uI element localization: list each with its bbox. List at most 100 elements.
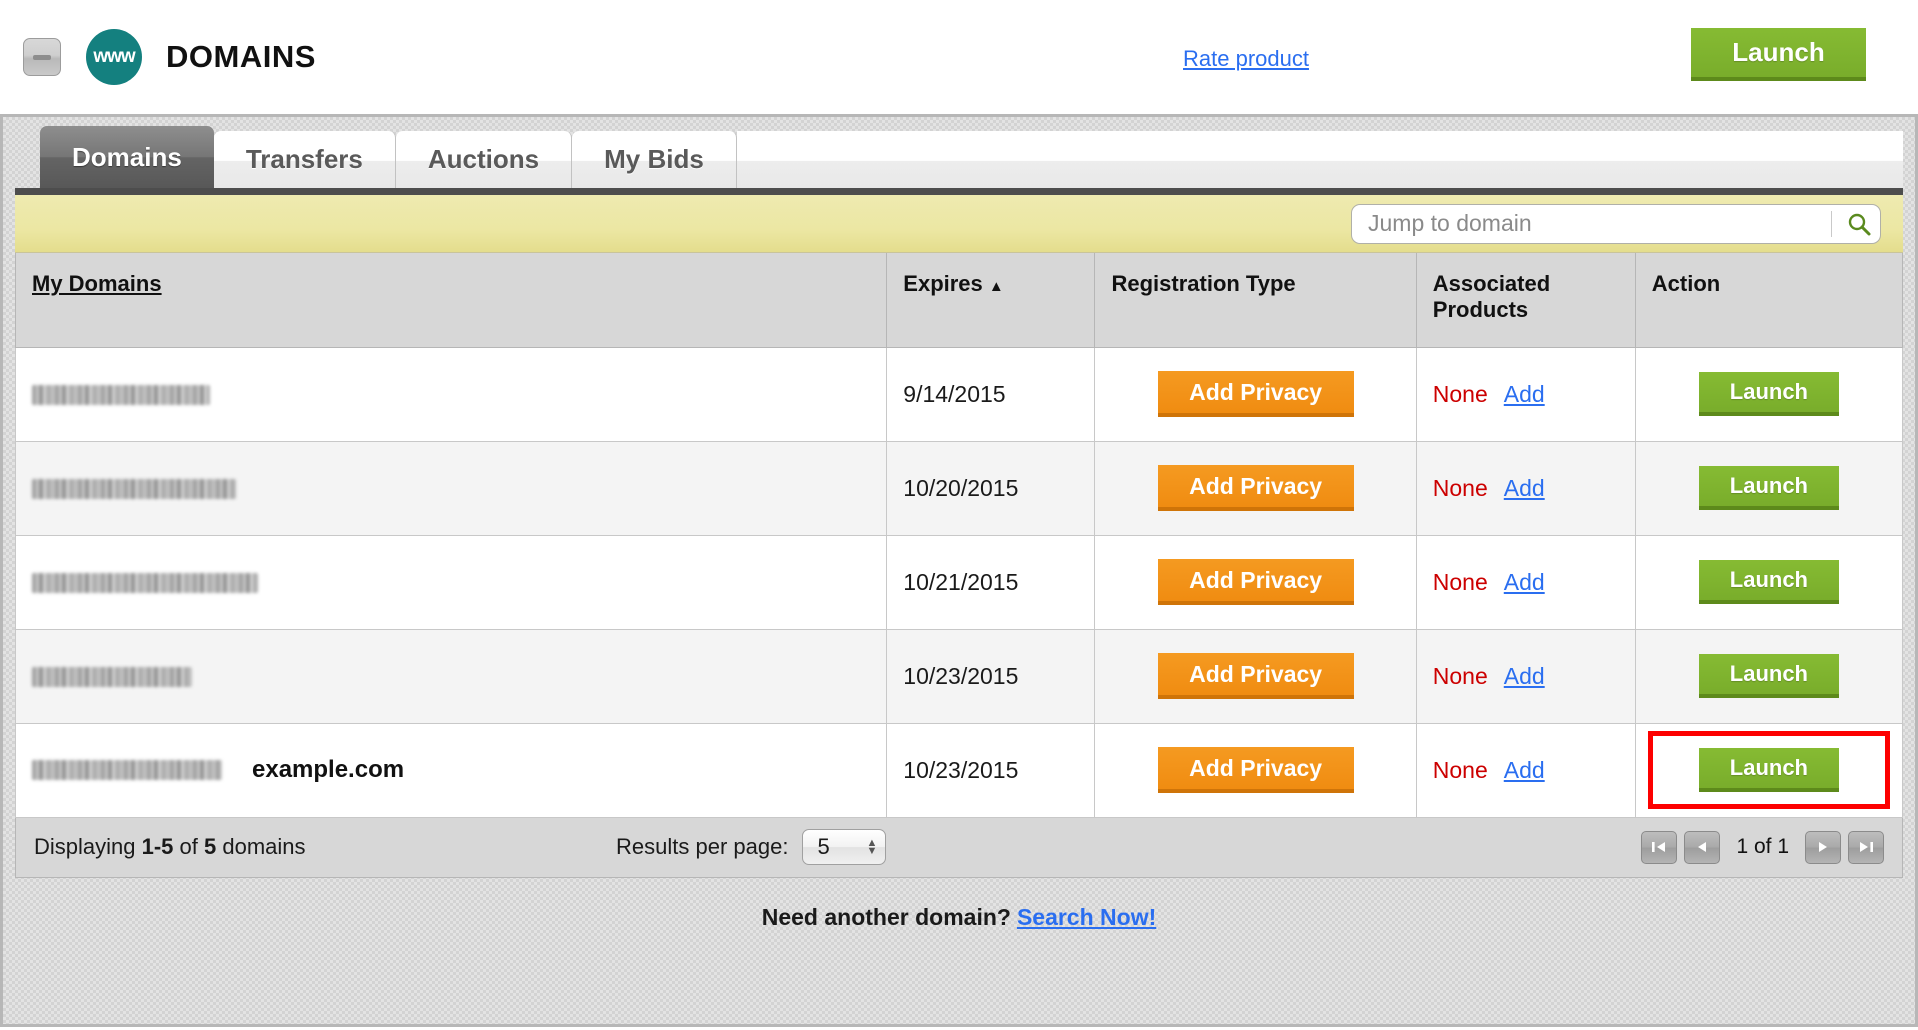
next-page-button[interactable] — [1805, 830, 1841, 864]
column-header-expires[interactable]: Expires ▲ — [886, 253, 1096, 348]
associated-products-none: None — [1432, 568, 1488, 595]
table-footer: Displaying 1-5 of 5 domains Results per … — [15, 817, 1903, 878]
associated-products-add-link[interactable]: Add — [1503, 380, 1545, 407]
domain-annotation-label: example.com — [252, 756, 405, 784]
tab-my-bids[interactable]: My Bids — [572, 131, 737, 188]
pagination-controls: 1 of 1 — [1641, 830, 1884, 864]
column-header-domains[interactable]: My Domains — [14, 253, 888, 348]
column-header-domains-label[interactable]: My Domains — [32, 271, 162, 296]
table-row: 10/20/2015 Add Privacy None Add Launch — [14, 440, 1904, 536]
add-privacy-button[interactable]: Add Privacy — [1157, 653, 1354, 699]
associated-products-add-link[interactable]: Add — [1503, 662, 1545, 689]
column-header-action-label: Action — [1651, 271, 1721, 296]
tab-underline — [15, 188, 1903, 195]
minus-glyph — [33, 54, 51, 60]
page-indicator: 1 of 1 — [1736, 835, 1789, 858]
sort-ascending-icon: ▲ — [988, 278, 1004, 295]
column-header-associated-products: Associated Products — [1415, 253, 1636, 348]
launch-wrapper: Launch — [1652, 654, 1886, 698]
collapse-icon[interactable] — [23, 38, 61, 76]
table-row: 10/23/2015 Add Privacy None Add Launch — [14, 628, 1904, 724]
associated-products-none: None — [1432, 662, 1488, 689]
tab-domains[interactable]: Domains — [40, 126, 214, 188]
launch-highlight-box: Launch — [1647, 731, 1890, 809]
search-now-link[interactable]: Search Now! — [1016, 903, 1157, 930]
results-per-page-group: Results per page: 5 ▲ ▼ — [616, 829, 887, 865]
add-privacy-button[interactable]: Add Privacy — [1157, 559, 1354, 605]
search-icon[interactable] — [1842, 207, 1876, 241]
row-launch-button[interactable]: Launch — [1698, 560, 1839, 604]
need-another-domain: Need another domain? Search Now! — [15, 904, 1903, 931]
add-privacy-button[interactable]: Add Privacy — [1157, 747, 1354, 793]
cell-registration-type: Add Privacy — [1094, 440, 1417, 536]
column-header-registration-type-label: Registration Type — [1111, 271, 1296, 296]
results-per-page-select[interactable]: 5 ▲ ▼ — [802, 829, 887, 865]
tab-bar-filler — [736, 131, 1903, 188]
tab-my-bids-label: My Bids — [604, 144, 704, 174]
associated-products-add-link[interactable]: Add — [1503, 568, 1545, 595]
tab-auctions-label: Auctions — [427, 144, 540, 174]
associated-products-add-link[interactable]: Add — [1503, 756, 1545, 783]
prev-page-button[interactable] — [1684, 830, 1721, 864]
search-divider — [1831, 210, 1832, 237]
displaying-range: 1-5 — [141, 834, 174, 859]
tab-auctions[interactable]: Auctions — [395, 131, 573, 188]
tab-bar: Domains Transfers Auctions My Bids — [15, 126, 1903, 188]
cell-expires: 10/20/2015 — [886, 440, 1096, 536]
associated-products-none: None — [1432, 474, 1488, 501]
associated-products-add-link[interactable]: Add — [1503, 474, 1545, 501]
redacted-domain-name — [32, 385, 210, 406]
redacted-domain-name — [32, 573, 258, 594]
cell-action: Launch — [1634, 628, 1904, 724]
column-header-associated-products-label: Associated Products — [1432, 271, 1551, 322]
row-launch-button[interactable]: Launch — [1698, 372, 1839, 416]
cell-action: Launch — [1634, 440, 1904, 536]
launch-wrapper: Launch — [1652, 372, 1886, 416]
cell-expires: 10/23/2015 — [886, 722, 1096, 818]
tab-transfers-label: Transfers — [245, 144, 363, 174]
column-header-action: Action — [1634, 253, 1904, 348]
page-title: DOMAINS — [166, 39, 316, 74]
launch-wrapper: Launch — [1652, 560, 1886, 604]
jump-to-domain-box[interactable] — [1351, 203, 1881, 244]
cell-domain-name — [14, 440, 888, 536]
tab-domains-label: Domains — [72, 141, 182, 172]
displaying-mid: of — [173, 834, 204, 859]
search-input[interactable] — [1366, 209, 1827, 238]
add-privacy-button[interactable]: Add Privacy — [1157, 371, 1354, 417]
cell-associated-products: None Add — [1415, 628, 1636, 724]
cell-registration-type: Add Privacy — [1094, 534, 1417, 630]
www-logo-text: www — [93, 46, 135, 67]
cell-action: Launch — [1634, 722, 1904, 818]
cell-action: Launch — [1634, 346, 1904, 442]
table-header-row: My Domains Expires ▲ Registration Type A… — [14, 253, 1904, 348]
cell-associated-products: None Add — [1415, 722, 1636, 818]
row-launch-button[interactable]: Launch — [1698, 654, 1839, 698]
last-page-button[interactable] — [1848, 830, 1884, 864]
cell-action: Launch — [1634, 534, 1904, 630]
cell-expires: 9/14/2015 — [886, 346, 1096, 442]
row-launch-button[interactable]: Launch — [1698, 748, 1839, 792]
associated-products-none: None — [1432, 756, 1488, 783]
cell-associated-products: None Add — [1415, 440, 1636, 536]
header-launch-button[interactable]: Launch — [1691, 28, 1866, 81]
cell-associated-products: None Add — [1415, 534, 1636, 630]
row-launch-button[interactable]: Launch — [1698, 466, 1839, 510]
cell-registration-type: Add Privacy — [1094, 722, 1417, 818]
tab-transfers[interactable]: Transfers — [213, 131, 396, 188]
rate-product-link[interactable]: Rate product — [1183, 46, 1309, 71]
displaying-suffix: domains — [216, 834, 306, 859]
cell-registration-type: Add Privacy — [1094, 628, 1417, 724]
first-page-button[interactable] — [1641, 830, 1678, 864]
displaying-count: Displaying 1-5 of 5 domains — [34, 834, 306, 860]
stepper-icon: ▲ ▼ — [866, 837, 878, 857]
redacted-domain-name — [32, 760, 222, 781]
redacted-domain-name — [32, 479, 236, 500]
cell-domain-name — [14, 628, 888, 724]
associated-products-none: None — [1432, 380, 1488, 407]
domains-table: My Domains Expires ▲ Registration Type A… — [14, 253, 1904, 818]
add-privacy-button[interactable]: Add Privacy — [1157, 465, 1354, 511]
cell-associated-products: None Add — [1415, 346, 1636, 442]
cell-expires: 10/21/2015 — [886, 534, 1096, 630]
domains-table-body: 9/14/2015 Add Privacy None Add Launch 10/20/2… — [14, 346, 1904, 818]
